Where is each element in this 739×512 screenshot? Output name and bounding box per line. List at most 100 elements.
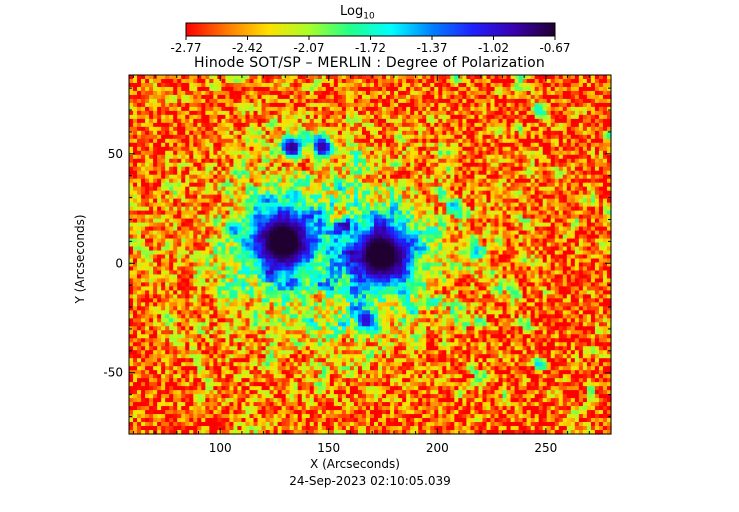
heatmap-cell: [201, 238, 206, 244]
heatmap-cell: [394, 198, 399, 204]
heatmap-cell: [398, 126, 403, 132]
heatmap-cell: [390, 130, 395, 136]
heatmap-cell: [466, 170, 472, 176]
heatmap-cell: [217, 78, 222, 84]
heatmap-cell: [566, 166, 572, 172]
heatmap-cell: [157, 82, 162, 88]
heatmap-cell: [442, 206, 447, 212]
heatmap-cell: [217, 138, 222, 144]
heatmap-cell: [333, 222, 339, 228]
heatmap-cell: [137, 158, 142, 164]
heatmap-cell: [161, 194, 166, 200]
heatmap-cell: [554, 206, 560, 212]
heatmap-cell: [530, 178, 536, 184]
heatmap-cell: [229, 110, 235, 116]
heatmap-cell: [321, 134, 327, 140]
heatmap-cell: [357, 190, 363, 196]
heatmap-cell: [277, 122, 283, 128]
heatmap-cell: [181, 214, 186, 220]
heatmap-cell: [414, 170, 419, 176]
heatmap-cell: [153, 198, 158, 204]
heatmap-cell: [201, 94, 206, 100]
heatmap-cell: [414, 106, 419, 112]
heatmap-cell: [558, 202, 564, 208]
heatmap-cell: [562, 75, 568, 80]
heatmap-cell: [149, 82, 154, 88]
heatmap-cell: [570, 122, 576, 128]
heatmap-cell: [574, 142, 580, 148]
heatmap-cell: [502, 206, 508, 212]
heatmap-cell: [229, 210, 235, 216]
heatmap-cell: [450, 222, 455, 228]
heatmap-cell: [229, 238, 235, 244]
heatmap-cell: [582, 178, 588, 184]
heatmap-cell: [410, 130, 415, 136]
heatmap-cell: [562, 230, 568, 236]
heatmap-cell: [538, 154, 544, 160]
heatmap-cell: [490, 230, 496, 236]
heatmap-cell: [149, 222, 154, 228]
heatmap-cell: [478, 210, 484, 216]
heatmap-cell: [594, 118, 600, 124]
heatmap-cell: [446, 154, 451, 160]
heatmap-cell: [434, 122, 439, 128]
heatmap-cell: [518, 134, 524, 140]
heatmap-cell: [193, 98, 198, 104]
heatmap-cell: [189, 170, 194, 176]
heatmap-cell: [522, 226, 528, 232]
heatmap-cell: [478, 102, 484, 108]
heatmap-cell: [374, 214, 379, 220]
heatmap-cell: [305, 138, 311, 144]
heatmap-cell: [394, 170, 399, 176]
heatmap-cell: [386, 186, 391, 192]
heatmap-cell: [478, 194, 484, 200]
heatmap-cell: [277, 230, 283, 236]
heatmap-cell: [438, 110, 443, 116]
heatmap-cell: [325, 194, 331, 200]
heatmap-cell: [177, 158, 182, 164]
heatmap-cell: [410, 126, 415, 132]
heatmap-cell: [149, 150, 154, 156]
heatmap-cell: [382, 202, 387, 208]
heatmap-cell: [305, 106, 311, 112]
heatmap-cell: [261, 162, 267, 168]
heatmap-cell: [285, 150, 291, 156]
heatmap-cell: [221, 194, 226, 200]
heatmap-cell: [301, 86, 307, 92]
heatmap-cell: [546, 75, 552, 80]
heatmap-cell: [546, 138, 552, 144]
heatmap-cell: [546, 122, 552, 128]
heatmap-cell: [201, 98, 206, 104]
heatmap-cell: [410, 178, 415, 184]
heatmap-cell: [225, 162, 231, 168]
heatmap-cell: [578, 122, 584, 128]
heatmap-cell: [193, 226, 198, 232]
heatmap-cell: [542, 206, 548, 212]
heatmap-cell: [490, 170, 496, 176]
heatmap-cell: [502, 166, 508, 172]
heatmap-cell: [237, 114, 243, 120]
heatmap-cell: [321, 146, 327, 152]
heatmap-cell: [321, 75, 327, 80]
heatmap-cell: [201, 234, 206, 240]
heatmap-cell: [201, 214, 206, 220]
heatmap-cell: [418, 154, 423, 160]
heatmap-cell: [394, 186, 399, 192]
heatmap-cell: [189, 222, 194, 228]
heatmap-cell: [606, 194, 612, 200]
heatmap-cell: [374, 158, 379, 164]
heatmap-cell: [129, 158, 134, 164]
heatmap-cell: [265, 130, 271, 136]
heatmap-cell: [217, 214, 222, 220]
heatmap-cell: [181, 194, 186, 200]
heatmap-cell: [329, 122, 335, 128]
heatmap-cell: [285, 75, 291, 80]
heatmap-cell: [205, 78, 210, 84]
heatmap-cell: [217, 102, 222, 108]
heatmap-cell: [542, 194, 548, 200]
heatmap-cell: [546, 158, 552, 164]
heatmap-cell: [277, 234, 283, 240]
heatmap-cell: [333, 234, 339, 240]
heatmap-cell: [486, 134, 492, 140]
heatmap-cell: [225, 222, 231, 228]
